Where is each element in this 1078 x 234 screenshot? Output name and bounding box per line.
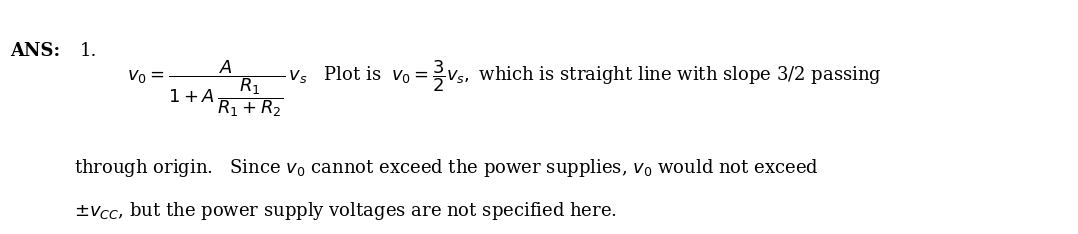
Text: 1.: 1. [80, 43, 97, 60]
Text: through origin.   Since $v_0$ cannot exceed the power supplies, $v_0$ would not : through origin. Since $v_0$ cannot excee… [74, 157, 819, 179]
Text: ANS:: ANS: [11, 43, 60, 60]
Text: $\pm v_{CC}$, but the power supply voltages are not specified here.: $\pm v_{CC}$, but the power supply volta… [74, 200, 617, 222]
Text: $v_0 = \dfrac{A}{1+A\,\dfrac{R_1}{R_1+R_2}}\,v_s$$\quad$Plot is $\;v_0 = \dfrac{: $v_0 = \dfrac{A}{1+A\,\dfrac{R_1}{R_1+R_… [127, 59, 882, 119]
